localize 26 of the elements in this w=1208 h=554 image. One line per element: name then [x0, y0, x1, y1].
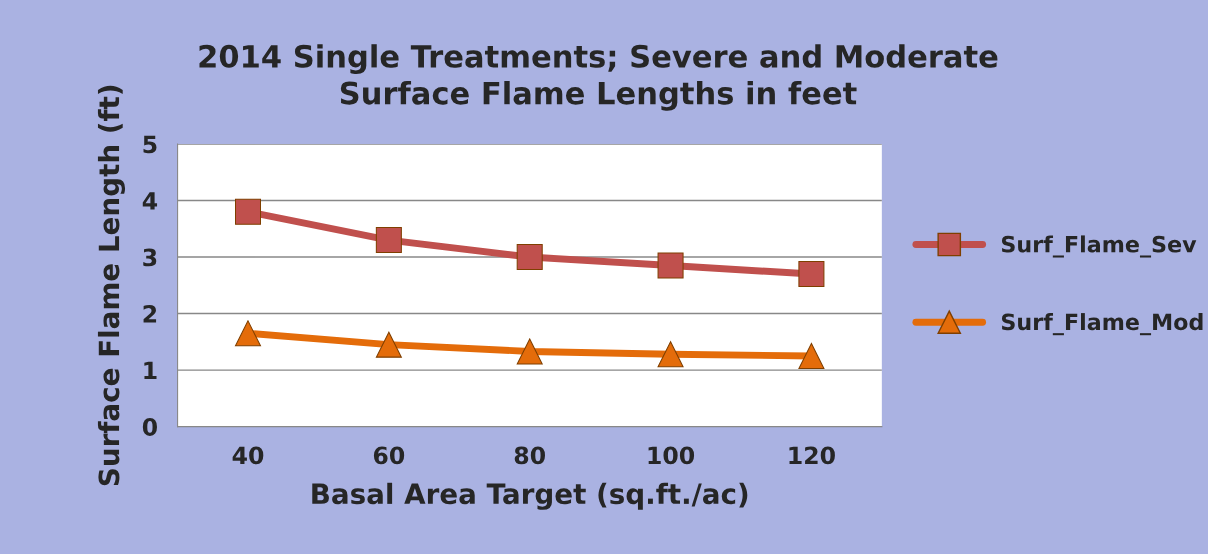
chart-title: 2014 Single Treatments; Severe and Moderate Surface Flame Lengths in feet [199, 44, 998, 111]
legend-label: Surf_Flame_Mod [1001, 313, 1203, 336]
y-tick-label: 2 [143, 305, 157, 323]
y-tick-label: 3 [143, 248, 157, 267]
point [516, 244, 543, 271]
point [798, 342, 825, 369]
x-tick-label: 100 [648, 446, 695, 465]
x-tick-label: 40 [232, 446, 264, 465]
x-tick-label: 80 [514, 446, 546, 465]
point [375, 227, 402, 254]
point [798, 260, 825, 288]
point [234, 320, 262, 347]
y-tick-label: 0 [142, 418, 157, 436]
y-tick-label: 5 [143, 135, 157, 154]
x-tick-label: 60 [373, 446, 405, 465]
y-axis-title: Surface Flame Length (ft) [97, 85, 126, 486]
x-axis-title: Basal Area Target (sq.ft./ac) [312, 482, 748, 510]
x-tick-label: 120 [789, 446, 835, 465]
point [657, 341, 684, 368]
legend-label: Surf_Flame_Sev [1001, 235, 1197, 258]
y-tick-label: 4 [142, 192, 158, 210]
point [516, 338, 543, 365]
point [375, 331, 402, 358]
point [657, 252, 684, 279]
point [234, 198, 262, 225]
y-tick-label: 1 [144, 361, 157, 380]
